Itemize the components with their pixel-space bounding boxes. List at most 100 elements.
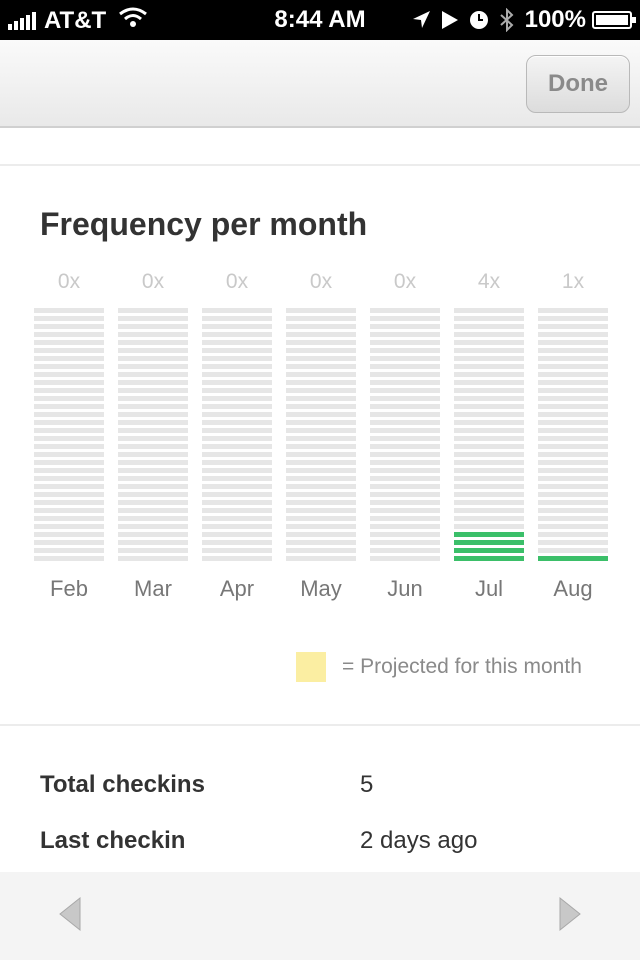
bar-segment-empty [454,404,524,409]
bar-segment-empty [538,340,608,345]
bar-segment-empty [538,396,608,401]
bar-segment-empty [286,396,356,401]
bar-segment-empty [454,508,524,513]
bar-segment-empty [538,484,608,489]
data-label: 1x [561,270,585,293]
bar-segment-empty [202,356,272,361]
bar-segment-empty [286,364,356,369]
bar-segment-empty [34,540,104,545]
bar-segment-empty [286,516,356,521]
data-label: 0x [141,270,165,293]
last-checkin-label: Last checkin [40,827,186,854]
bar-segment-empty [370,340,440,345]
bar-segment-empty [538,412,608,417]
bar-segment-empty [34,396,104,401]
bar-segment-empty [286,308,356,313]
bar-segment-empty [370,452,440,457]
bar-segment-empty [34,436,104,441]
bar-segment-empty [538,476,608,481]
bar-segment-empty [370,460,440,465]
data-label: 0x [309,270,333,293]
bar-segment-empty [118,508,188,513]
bar-segment-empty [370,332,440,337]
projected-legend-text: = Projected for this month [342,655,582,678]
bar-segment-empty [538,516,608,521]
bar-segment-empty [202,508,272,513]
chart-column-mar: 0x Mar [118,260,188,620]
bar-segment-empty [118,444,188,449]
bar-segment-filled [454,548,524,553]
bar-segment-empty [34,548,104,553]
bar-track [34,308,104,562]
bar-segment-empty [202,484,272,489]
bar-segment-empty [286,428,356,433]
last-checkin-value: 2 days ago [360,827,478,854]
bar-segment-empty [34,428,104,433]
bar-segment-empty [202,452,272,457]
bar-segment-empty [454,524,524,529]
bar-segment-empty [370,316,440,321]
bar-segment-empty [454,500,524,505]
bar-segment-empty [454,436,524,441]
bar-segment-empty [538,444,608,449]
bar-segment-empty [454,444,524,449]
bar-segment-empty [202,364,272,369]
bar-segment-empty [370,348,440,353]
bar-segment-empty [118,532,188,537]
forward-arrow-icon[interactable] [548,894,588,934]
bar-segment-empty [118,476,188,481]
bar-segment-empty [34,372,104,377]
bar-segment-empty [118,316,188,321]
bar-segment-empty [370,492,440,497]
bar-segment-empty [370,404,440,409]
bar-segment-empty [370,436,440,441]
bar-segment-empty [202,340,272,345]
tick-label: Feb [50,576,88,601]
bar-segment-empty [286,372,356,377]
bar-segment-empty [370,444,440,449]
bar-segment-empty [286,460,356,465]
bar-segment-empty [34,364,104,369]
bar-segment-empty [286,468,356,473]
bar-segment-empty [286,332,356,337]
bar-segment-empty [454,476,524,481]
bar-segment-empty [286,476,356,481]
bar-segment-empty [538,364,608,369]
total-checkins-value: 5 [360,771,374,798]
bar-segment-empty [118,372,188,377]
bar-segment-empty [34,388,104,393]
bar-segment-empty [370,516,440,521]
bar-segment-empty [118,380,188,385]
bar-segment-empty [286,436,356,441]
bar-track [454,308,524,562]
bar-segment-empty [286,508,356,513]
done-button[interactable]: Done [526,55,630,113]
bar-segment-empty [370,540,440,545]
bar-segment-empty [118,460,188,465]
bar-segment-empty [454,372,524,377]
signal-icon [8,11,38,30]
bar-segment-empty [118,468,188,473]
bar-segment-empty [538,324,608,329]
bar-segment-empty [34,444,104,449]
status-bar: AT&T 8:44 AM 100% [0,0,640,40]
bar-segment-empty [538,460,608,465]
bar-segment-empty [286,548,356,553]
battery-percent: 100% [524,6,586,33]
bar-segment-empty [538,428,608,433]
chart-column-jun: 0x Jun [370,260,440,620]
bar-segment-empty [370,532,440,537]
bar-segment-empty [454,348,524,353]
play-icon [441,10,459,30]
bar-segment-empty [34,524,104,529]
bar-segment-empty [370,428,440,433]
chart-column-aug: 1x Aug [538,260,608,620]
data-label: 4x [477,270,501,293]
bar-segment-empty [454,380,524,385]
bar-segment-empty [286,444,356,449]
back-arrow-icon[interactable] [52,894,92,934]
bar-segment-empty [34,420,104,425]
bar-segment-empty [202,372,272,377]
bar-segment-empty [454,468,524,473]
tick-label: Jun [387,576,423,601]
